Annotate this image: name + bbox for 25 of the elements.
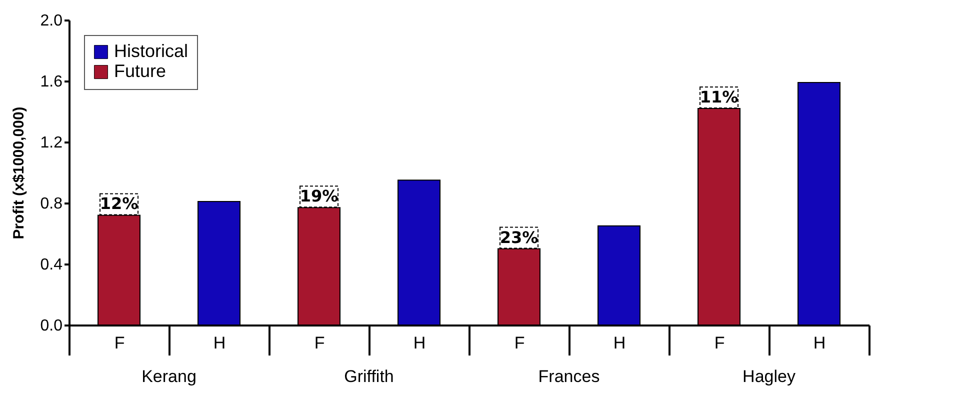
annotation: 12% — [100, 194, 138, 214]
text: Griffith — [344, 367, 394, 386]
y-tick-label: 0.4 — [40, 256, 63, 274]
y-tick-label: 2.0 — [40, 12, 63, 30]
y-tick-label: 1.6 — [40, 74, 63, 90]
annotation: 11% — [700, 87, 738, 106]
x-tick-label: F — [714, 334, 725, 352]
text: Frances — [538, 367, 600, 386]
y-tick-label: 0.0 — [40, 318, 63, 334]
x-tick-label: H — [213, 334, 226, 352]
legend-label: Future — [114, 61, 166, 81]
y-axis-title: Profit (x$1000,000) — [10, 106, 28, 240]
annotation: 19% — [300, 186, 338, 206]
legend-label: Historical — [114, 41, 188, 61]
x-tick-label: H — [613, 334, 626, 352]
x-tick-label: F — [114, 334, 125, 352]
y-tick-label: 0.8 — [40, 196, 63, 212]
x-tick-label: F — [314, 334, 325, 352]
x-tick-label: H — [413, 334, 426, 352]
y-tick-label: 1.2 — [40, 134, 63, 152]
x-tick-label: H — [813, 334, 826, 352]
annotation: 23% — [500, 228, 538, 247]
x-tick-label: F — [514, 334, 525, 352]
text: Hagley — [742, 367, 796, 386]
text: Kerang — [142, 367, 196, 386]
